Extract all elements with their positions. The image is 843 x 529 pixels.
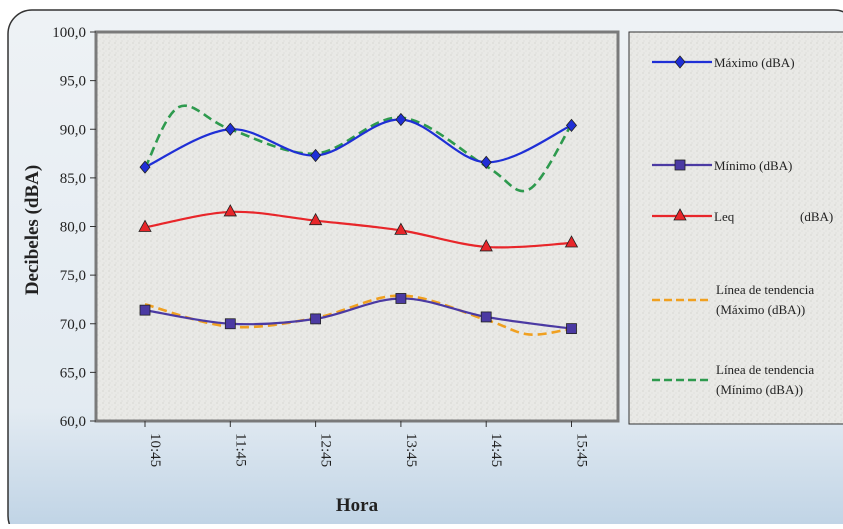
data-point xyxy=(479,239,493,252)
legend-marker xyxy=(674,159,686,171)
legend-label: Leq xyxy=(714,209,735,224)
series-0 xyxy=(139,112,578,174)
x-tick-label: 12:45 xyxy=(318,433,334,467)
legend-item-0: Máximo (dBA) xyxy=(652,55,795,70)
y-tick-label: 90,0 xyxy=(60,122,86,138)
legend-label: Línea de tendencia xyxy=(716,282,814,297)
y-tick-label: 95,0 xyxy=(60,74,86,90)
legend-item-2: Leq (dBA) xyxy=(652,208,833,224)
y-tick-label: 100,0 xyxy=(52,25,86,41)
y-axis-ticks: 60,0 65,0 70,0 75,0 80,0 85,0 90,0 95,0 100,0 xyxy=(52,25,96,430)
legend: Máximo (dBA) Mínimo (dBA) Leq (dBA) Línea de… xyxy=(652,55,833,397)
series-layer xyxy=(138,104,579,336)
legend-marker xyxy=(674,55,686,69)
data-point xyxy=(395,293,407,304)
x-tick-label: 14:45 xyxy=(488,433,504,467)
y-tick-label: 75,0 xyxy=(60,268,86,284)
legend-box xyxy=(628,31,843,425)
legend-label: (Mínimo (dBA)) xyxy=(716,382,803,397)
legend-label: (dBA) xyxy=(800,209,833,224)
series-line xyxy=(144,210,572,249)
data-point xyxy=(564,235,579,248)
series-line xyxy=(144,118,572,169)
series-line xyxy=(144,297,572,330)
x-tick-label: 10:45 xyxy=(147,433,163,467)
y-tick-label: 60,0 xyxy=(60,414,86,430)
data-point xyxy=(310,313,322,325)
legend-label: (Máximo (dBA)) xyxy=(716,302,805,317)
plot-area xyxy=(94,30,620,423)
x-tick-label: 11:45 xyxy=(232,433,248,467)
data-point xyxy=(139,160,151,174)
data-point xyxy=(480,155,492,169)
y-tick-label: 85,0 xyxy=(60,171,86,187)
data-point xyxy=(224,318,236,330)
series-1 xyxy=(139,293,577,335)
y-tick-label: 80,0 xyxy=(60,220,86,236)
data-point xyxy=(224,122,236,136)
data-point xyxy=(139,304,151,316)
y-tick-label: 70,0 xyxy=(60,317,86,333)
legend-label: Máximo (dBA) xyxy=(714,55,795,70)
x-axis-title: Hora xyxy=(336,495,379,516)
y-tick-label: 65,0 xyxy=(60,365,86,381)
legend-item-1: Mínimo (dBA) xyxy=(652,158,792,173)
data-point xyxy=(480,311,492,323)
legend-item-4: Línea de tendencia (Mínimo (dBA)) xyxy=(652,362,814,397)
data-point xyxy=(138,219,152,232)
data-point xyxy=(223,204,237,217)
data-point xyxy=(310,148,322,163)
x-axis-ticks: 10:45 11:45 12:45 13:45 14:45 15:45 xyxy=(144,421,590,467)
legend-label: Línea de tendencia xyxy=(716,362,814,377)
legend-marker xyxy=(673,208,687,221)
series-line xyxy=(143,104,573,193)
x-tick-label: 15:45 xyxy=(574,433,590,467)
series-2 xyxy=(138,204,579,252)
legend-item-3: Línea de tendencia (Máximo (dBA)) xyxy=(652,282,814,317)
legend-label: Mínimo (dBA) xyxy=(714,158,792,173)
x-tick-label: 13:45 xyxy=(403,433,419,467)
y-axis-title: Decibeles (dBA) xyxy=(22,165,43,295)
data-point xyxy=(565,118,578,132)
data-point xyxy=(308,212,323,226)
data-point xyxy=(566,323,577,335)
data-point xyxy=(395,112,407,127)
data-point xyxy=(394,222,408,235)
series-4 xyxy=(143,104,573,193)
